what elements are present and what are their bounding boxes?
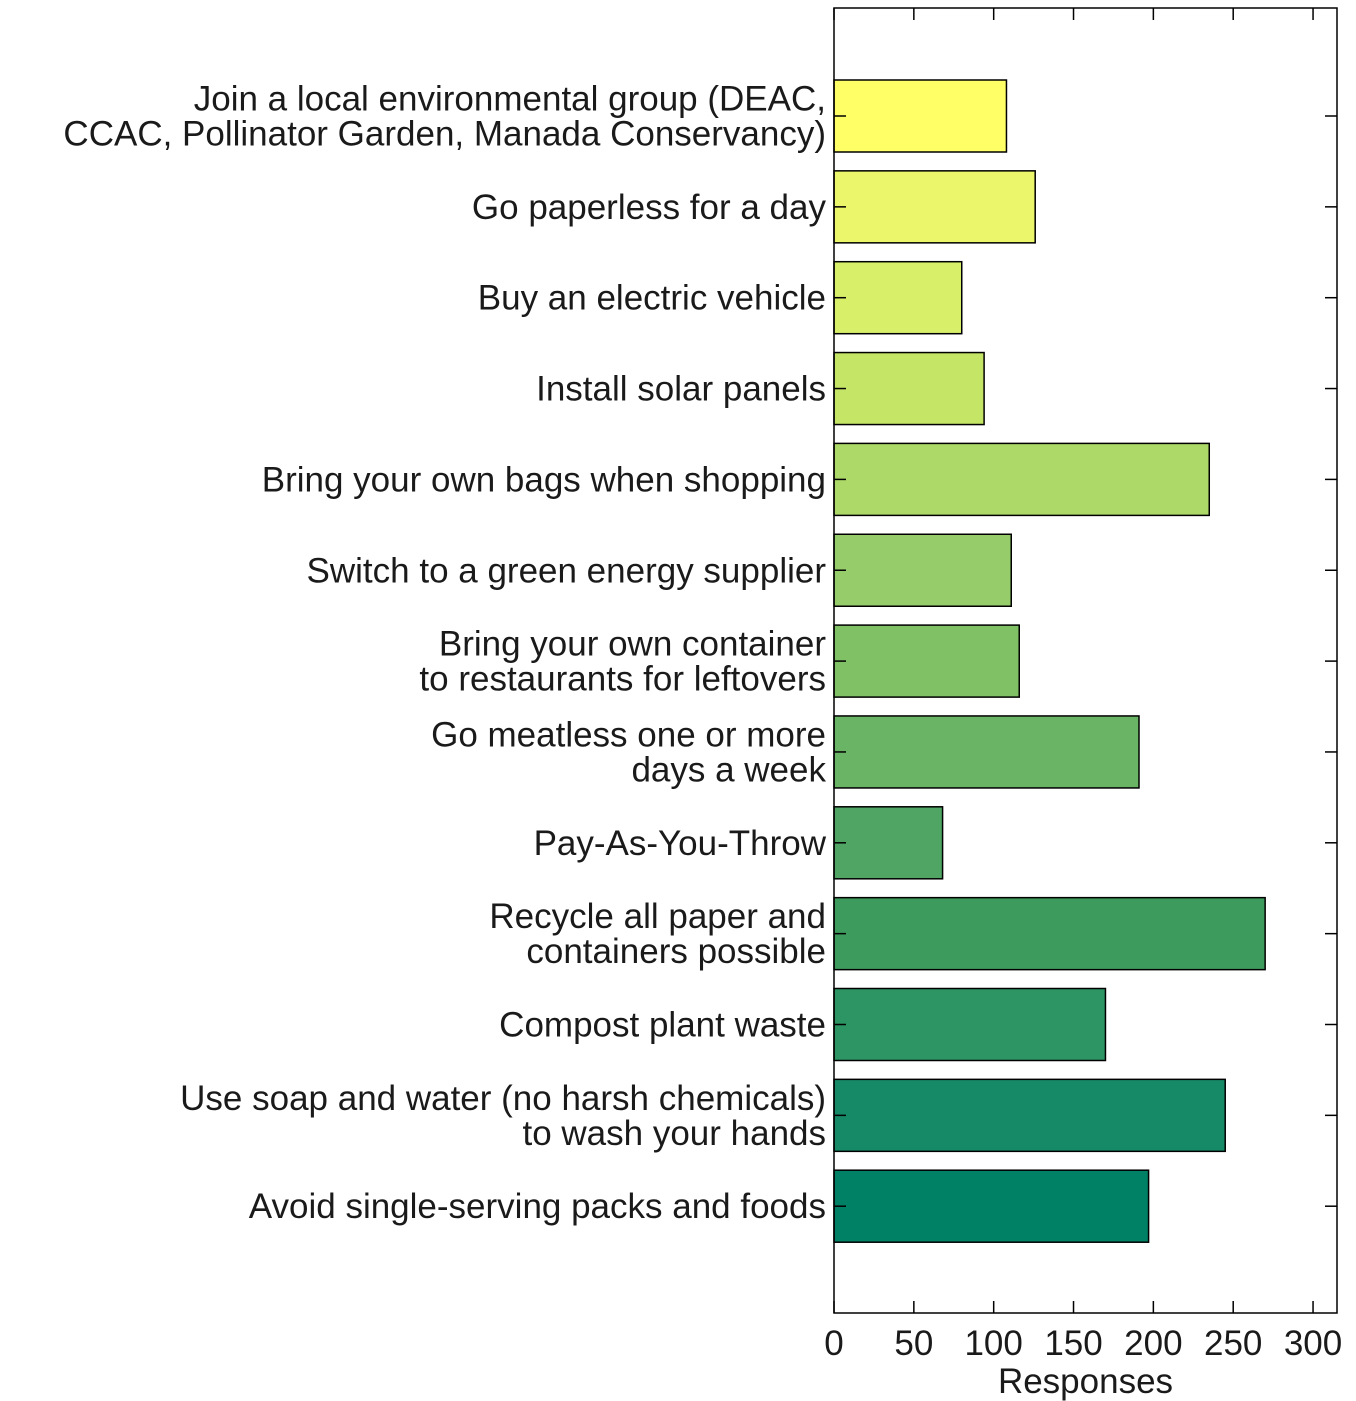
x-tick-label-200: 200	[1124, 1324, 1182, 1363]
x-tick-label-100: 100	[964, 1324, 1022, 1363]
x-axis-title: Responses	[998, 1362, 1173, 1401]
bar-9	[833, 896, 1266, 971]
bar-12	[833, 1169, 1150, 1243]
category-label-10: Compost plant waste	[499, 1006, 826, 1045]
bar-0	[833, 79, 1008, 153]
category-label-9: Recycle all paper and containers possible	[489, 897, 826, 971]
bar-4	[833, 442, 1211, 517]
bar-11	[833, 1078, 1226, 1153]
category-label-line: Go meatless one or more	[431, 715, 826, 754]
category-label-line: Use soap and water (no harsh chemicals)	[180, 1079, 826, 1118]
category-label-2: Buy an electric vehicle	[478, 279, 826, 318]
category-label-line: containers possible	[526, 932, 826, 971]
x-tick-label-0: 0	[824, 1324, 843, 1363]
bar-7	[833, 715, 1140, 789]
category-label-line: Pay-As-You-Throw	[534, 824, 827, 863]
category-label-line: to restaurants for leftovers	[419, 660, 826, 699]
category-label-5: Switch to a green energy supplier	[307, 551, 827, 590]
x-tick-label-50: 50	[894, 1324, 933, 1363]
category-label-line: Bring your own bags when shopping	[262, 460, 826, 499]
category-label-11: Use soap and water (no harsh chemicals) t…	[180, 1079, 826, 1153]
bar-10	[833, 987, 1107, 1062]
x-tick-label-250: 250	[1204, 1324, 1262, 1363]
axis-ticks	[833, 8, 1337, 1313]
category-label-line: Recycle all paper and	[489, 897, 826, 936]
category-label-line: CCAC, Pollinator Garden, Manada Conserva…	[63, 115, 826, 154]
bar-3	[833, 351, 985, 426]
category-label-line: Bring your own container	[439, 625, 826, 664]
category-labels: Join a local environmental group (DEAC, C…	[63, 80, 826, 1227]
category-label-line: Compost plant waste	[499, 1006, 826, 1045]
category-label-line: Install solar panels	[536, 370, 826, 409]
category-label-line: Switch to a green energy supplier	[307, 551, 827, 590]
category-label-0: Join a local environmental group (DEAC, C…	[63, 80, 826, 154]
bar-1	[833, 170, 1036, 244]
bars-group	[833, 79, 1266, 1243]
bar-6	[833, 624, 1020, 698]
category-label-1: Go paperless for a day	[472, 188, 827, 227]
category-label-12: Avoid single-serving packs and foods	[249, 1187, 826, 1226]
category-label-line: Avoid single-serving packs and foods	[249, 1187, 826, 1226]
bar-2	[833, 260, 963, 335]
category-label-line: Go paperless for a day	[472, 188, 827, 227]
category-label-7: Go meatless one or more days a week	[431, 715, 826, 789]
category-label-line: Join a local environmental group (DEAC,	[194, 80, 826, 119]
x-tick-label-150: 150	[1044, 1324, 1102, 1363]
category-label-3: Install solar panels	[536, 370, 826, 409]
x-tick-label-300: 300	[1284, 1324, 1342, 1363]
category-label-line: Buy an electric vehicle	[478, 279, 826, 318]
category-label-line: to wash your hands	[522, 1114, 826, 1153]
bar-5	[833, 533, 1012, 607]
bar-8	[833, 806, 944, 880]
category-label-8: Pay-As-You-Throw	[534, 824, 827, 863]
category-label-4: Bring your own bags when shopping	[262, 460, 826, 499]
x-tick-labels: 0 50 100 150 200 250 300	[824, 1324, 1342, 1363]
category-label-line: days a week	[631, 750, 826, 789]
category-label-6: Bring your own container to restaurants f…	[419, 625, 826, 699]
